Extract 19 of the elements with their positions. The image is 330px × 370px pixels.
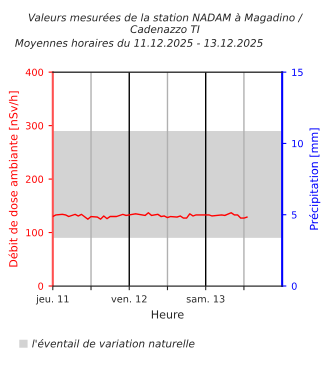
x-tick-label: sam. 13: [186, 295, 224, 303]
legend-label: l'éventail de variation naturelle: [32, 339, 194, 348]
y2-tick-label: 5: [292, 211, 297, 219]
x-tick-label: ven. 12: [111, 295, 146, 303]
chart-subtitle: Moyennes horaires du 11.12.2025 - 13.12.2025: [15, 38, 263, 49]
y-tick-label: 200: [26, 176, 44, 183]
line-series: [52, 212, 248, 220]
y-tick-label: 0: [38, 282, 44, 290]
chart-title: Valeurs mesurées de la station NADAM à Magadino / Cadenazzo TI: [28, 12, 303, 34]
y-axis-title: Débit de dose ambiante [nSv/h]: [8, 91, 19, 267]
y2-axis-title: Précipitation [mm]: [309, 128, 320, 230]
x-tick-label: jeu. 11: [36, 295, 69, 304]
y-tick-label: 400: [26, 68, 44, 76]
y-tick-label: 300: [26, 122, 44, 130]
x-axis-title: Heure: [152, 310, 184, 319]
y2-tick-label: 10: [292, 140, 303, 148]
y2-tick-label: 0: [292, 282, 297, 290]
y-tick-label: 100: [26, 229, 44, 236]
y2-tick-label: 15: [292, 68, 303, 76]
